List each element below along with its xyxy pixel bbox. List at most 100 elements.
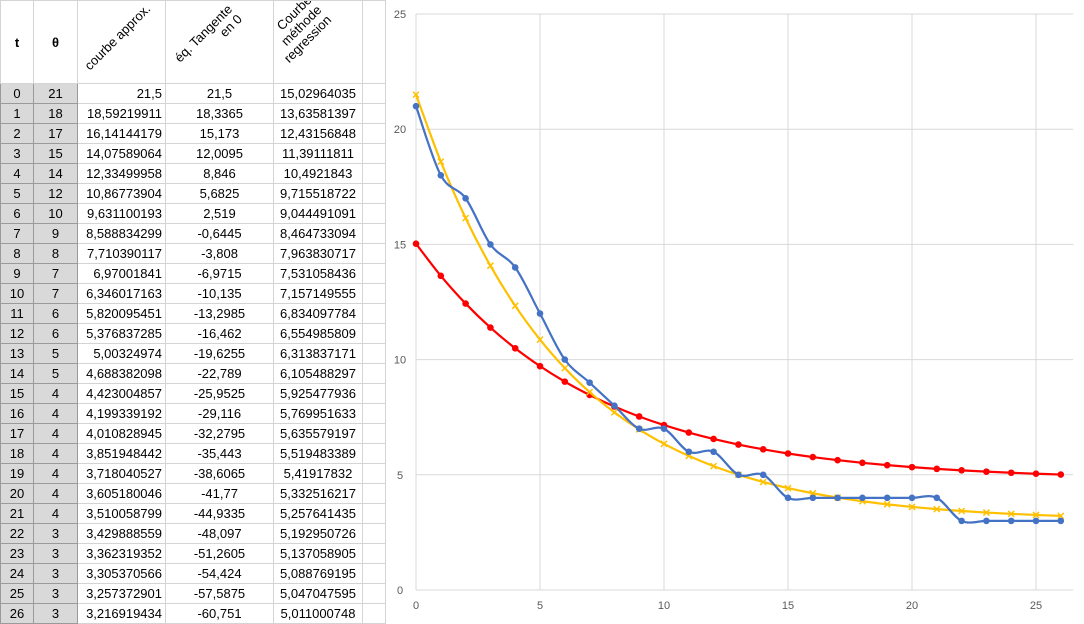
cell-regression[interactable]: 13,63581397 — [273, 103, 363, 124]
cell-t[interactable]: 25 — [0, 583, 34, 604]
cell-approx[interactable]: 9,631100193 — [77, 203, 166, 224]
cell-regression[interactable]: 6,105488297 — [273, 363, 363, 384]
cell-tangent[interactable]: -41,77 — [165, 483, 274, 504]
cell-approx[interactable]: 4,423004857 — [77, 383, 166, 404]
cell-t[interactable]: 2 — [0, 123, 34, 144]
cell-theta[interactable]: 4 — [33, 463, 78, 484]
cell-empty[interactable] — [362, 483, 386, 504]
cell-theta[interactable]: 7 — [33, 263, 78, 284]
cell-approx[interactable]: 10,86773904 — [77, 183, 166, 204]
cell-empty[interactable] — [362, 423, 386, 444]
cell-approx[interactable]: 7,710390117 — [77, 243, 166, 264]
cell-t[interactable]: 13 — [0, 343, 34, 364]
cell-regression[interactable]: 9,044491091 — [273, 203, 363, 224]
cell-empty[interactable] — [362, 223, 386, 244]
cell-theta[interactable]: 6 — [33, 303, 78, 324]
cell-approx[interactable]: 3,216919434 — [77, 603, 166, 624]
cell-regression[interactable]: 5,635579197 — [273, 423, 363, 444]
cell-tangent[interactable]: 12,0095 — [165, 143, 274, 164]
cell-empty[interactable] — [362, 243, 386, 264]
cell-empty[interactable] — [362, 83, 386, 104]
cell-theta[interactable]: 8 — [33, 243, 78, 264]
cell-t[interactable]: 6 — [0, 203, 34, 224]
cell-tangent[interactable]: 2,519 — [165, 203, 274, 224]
cell-t[interactable]: 18 — [0, 443, 34, 464]
cell-tangent[interactable]: 8,846 — [165, 163, 274, 184]
cell-approx[interactable]: 3,257372901 — [77, 583, 166, 604]
cell-empty[interactable] — [362, 403, 386, 424]
cell-theta[interactable]: 3 — [33, 543, 78, 564]
cell-regression[interactable]: 8,464733094 — [273, 223, 363, 244]
cell-tangent[interactable]: -29,116 — [165, 403, 274, 424]
cell-tangent[interactable]: -6,9715 — [165, 263, 274, 284]
cell-t[interactable]: 9 — [0, 263, 34, 284]
cell-regression[interactable]: 5,011000748 — [273, 603, 363, 624]
cell-theta[interactable]: 3 — [33, 603, 78, 624]
cell-t[interactable]: 10 — [0, 283, 34, 304]
cell-theta[interactable]: 10 — [33, 203, 78, 224]
header-empty[interactable] — [362, 0, 386, 84]
cell-theta[interactable]: 6 — [33, 323, 78, 344]
cell-tangent[interactable]: -13,2985 — [165, 303, 274, 324]
cell-theta[interactable]: 15 — [33, 143, 78, 164]
cell-t[interactable]: 8 — [0, 243, 34, 264]
cell-regression[interactable]: 7,531058436 — [273, 263, 363, 284]
cell-theta[interactable]: 14 — [33, 163, 78, 184]
cell-regression[interactable]: 11,39111811 — [273, 143, 363, 164]
cell-t[interactable]: 24 — [0, 563, 34, 584]
cell-theta[interactable]: 7 — [33, 283, 78, 304]
cell-theta[interactable]: 17 — [33, 123, 78, 144]
cell-approx[interactable]: 6,346017163 — [77, 283, 166, 304]
cell-approx[interactable]: 3,305370566 — [77, 563, 166, 584]
cell-approx[interactable]: 3,718040527 — [77, 463, 166, 484]
cell-t[interactable]: 19 — [0, 463, 34, 484]
cell-tangent[interactable]: -16,462 — [165, 323, 274, 344]
cell-regression[interactable]: 5,047047595 — [273, 583, 363, 604]
cell-regression[interactable]: 5,332516217 — [273, 483, 363, 504]
cell-t[interactable]: 0 — [0, 83, 34, 104]
cell-t[interactable]: 3 — [0, 143, 34, 164]
cell-tangent[interactable]: -32,2795 — [165, 423, 274, 444]
cell-theta[interactable]: 5 — [33, 363, 78, 384]
cell-theta[interactable]: 21 — [33, 83, 78, 104]
cell-theta[interactable]: 4 — [33, 503, 78, 524]
cell-theta[interactable]: 3 — [33, 523, 78, 544]
cell-tangent[interactable]: -10,135 — [165, 283, 274, 304]
header-regression[interactable]: Courbe méthode regression — [273, 0, 363, 84]
cell-theta[interactable]: 4 — [33, 423, 78, 444]
cell-tangent[interactable]: -48,097 — [165, 523, 274, 544]
cell-regression[interactable]: 5,925477936 — [273, 383, 363, 404]
cell-theta[interactable]: 5 — [33, 343, 78, 364]
cell-empty[interactable] — [362, 143, 386, 164]
cell-regression[interactable]: 5,192950726 — [273, 523, 363, 544]
cell-regression[interactable]: 15,02964035 — [273, 83, 363, 104]
cell-t[interactable]: 21 — [0, 503, 34, 524]
cell-empty[interactable] — [362, 263, 386, 284]
cell-empty[interactable] — [362, 303, 386, 324]
cell-approx[interactable]: 4,199339192 — [77, 403, 166, 424]
cell-tangent[interactable]: -22,789 — [165, 363, 274, 384]
cell-regression[interactable]: 5,257641435 — [273, 503, 363, 524]
cell-empty[interactable] — [362, 363, 386, 384]
cell-approx[interactable]: 12,33499958 — [77, 163, 166, 184]
cell-approx[interactable]: 3,429888559 — [77, 523, 166, 544]
cell-empty[interactable] — [362, 463, 386, 484]
cell-empty[interactable] — [362, 543, 386, 564]
cell-regression[interactable]: 5,137058905 — [273, 543, 363, 564]
cell-approx[interactable]: 14,07589064 — [77, 143, 166, 164]
cell-regression[interactable]: 6,554985809 — [273, 323, 363, 344]
cell-approx[interactable]: 3,362319352 — [77, 543, 166, 564]
cell-tangent[interactable]: -60,751 — [165, 603, 274, 624]
cell-approx[interactable]: 8,588834299 — [77, 223, 166, 244]
cell-regression[interactable]: 5,519483389 — [273, 443, 363, 464]
cell-empty[interactable] — [362, 563, 386, 584]
cell-approx[interactable]: 21,5 — [77, 83, 166, 104]
cell-t[interactable]: 23 — [0, 543, 34, 564]
header-approx[interactable]: courbe approx. — [77, 0, 166, 84]
cell-empty[interactable] — [362, 123, 386, 144]
cell-t[interactable]: 12 — [0, 323, 34, 344]
cell-tangent[interactable]: -38,6065 — [165, 463, 274, 484]
cell-theta[interactable]: 9 — [33, 223, 78, 244]
cell-t[interactable]: 14 — [0, 363, 34, 384]
cell-regression[interactable]: 10,4921843 — [273, 163, 363, 184]
